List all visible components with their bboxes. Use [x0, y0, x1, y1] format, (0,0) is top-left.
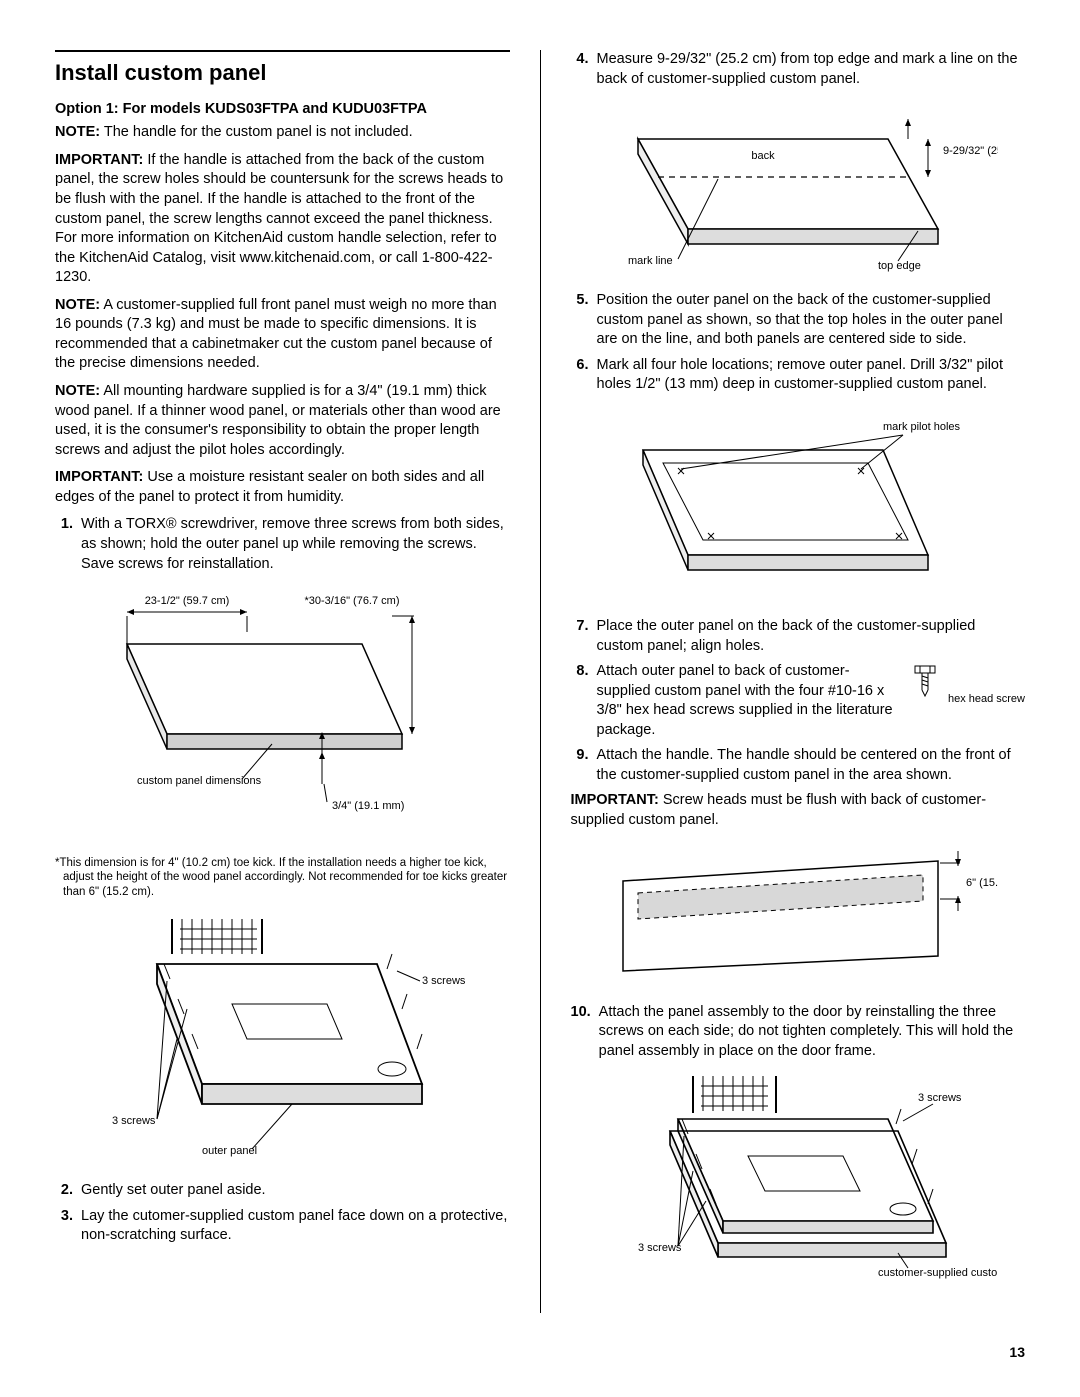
note-3: NOTE: All mounting hardware supplied is … — [55, 382, 510, 460]
svg-text:3 screws: 3 screws — [112, 1115, 156, 1127]
svg-text:mark line: mark line — [628, 255, 673, 267]
svg-text:mark pilot holes: mark pilot holes — [883, 421, 961, 433]
figure-outer-panel-screws: 3 screws 3 screws outer panel — [55, 909, 510, 1169]
important-1: IMPORTANT: If the handle is attached fro… — [55, 151, 510, 288]
figure-panel-dimensions: 23-1/2" (59.7 cm) *30-3/16" (76.7 cm) cu… — [55, 584, 510, 844]
step-2-text: Gently set outer panel aside. — [81, 1181, 510, 1201]
step-3-text: Lay the cutomer-supplied custom panel fa… — [81, 1207, 510, 1246]
note-2: NOTE: A customer-supplied full front pan… — [55, 296, 510, 374]
svg-text:custom panel dimensions: custom panel dimensions — [137, 775, 262, 787]
steps-right: 4.Measure 9-29/32" (25.2 cm) from top ed… — [571, 50, 1026, 89]
step-10-text: Attach the panel assembly to the door by… — [599, 1003, 1025, 1062]
svg-text:9-29/32" (25.2 cm): 9-29/32" (25.2 cm) — [943, 145, 998, 157]
step-6-text: Mark all four hole locations; remove out… — [597, 356, 1026, 395]
step-7-text: Place the outer panel on the back of the… — [597, 617, 1026, 656]
figure-pilot-holes: mark pilot holes — [571, 405, 1026, 605]
step-8-text: Attach outer panel to back of customer-s… — [597, 662, 895, 740]
steps-left-continued: 2.Gently set outer panel aside. 3.Lay th… — [55, 1181, 510, 1246]
svg-text:outer panel: outer panel — [202, 1145, 257, 1157]
svg-text:6" (15.2 cm): 6" (15.2 cm) — [966, 877, 998, 889]
svg-text:*30-3/16" (76.7 cm): *30-3/16" (76.7 cm) — [305, 595, 400, 607]
step-5-text: Position the outer panel on the back of … — [597, 291, 1026, 350]
svg-text:23-1/2" (59.7 cm): 23-1/2" (59.7 cm) — [145, 595, 230, 607]
svg-text:3 screws: 3 screws — [918, 1092, 962, 1104]
svg-text:3 screws: 3 screws — [638, 1242, 682, 1254]
figure-mark-line: 9-29/32" (25.2 cm) back mark line top ed… — [571, 99, 1026, 279]
option-heading: Option 1: For models KUDS03FTPA and KUDU… — [55, 100, 510, 120]
step-4-text: Measure 9-29/32" (25.2 cm) from top edge… — [597, 50, 1026, 89]
page-number: 13 — [55, 1343, 1025, 1362]
figure-handle-area: 6" (15.2 cm) — [571, 841, 1026, 991]
svg-text:top edge: top edge — [878, 260, 921, 272]
left-column: Install custom panel Option 1: For model… — [55, 50, 510, 1313]
step-1-text: With a TORX® screwdriver, remove three s… — [81, 515, 510, 574]
step-9-text: Attach the handle. The handle should be … — [597, 746, 1026, 785]
svg-text:3/4" (19.1 mm): 3/4" (19.1 mm) — [332, 800, 404, 812]
important-2: IMPORTANT: Use a moisture resistant seal… — [55, 468, 510, 507]
steps-left: 1.With a TORX® screwdriver, remove three… — [55, 515, 510, 574]
right-column: 4.Measure 9-29/32" (25.2 cm) from top ed… — [571, 50, 1026, 1313]
footnote: *This dimension is for 4" (10.2 cm) toe … — [55, 856, 510, 899]
important-3: IMPORTANT: Screw heads must be flush wit… — [571, 791, 1026, 830]
svg-text:back: back — [751, 150, 775, 162]
column-divider — [540, 50, 541, 1313]
section-title: Install custom panel — [55, 50, 510, 88]
figure-reinstall-screws: <籃polygon/> 3 screws 3 screws cu — [571, 1071, 1026, 1301]
note-1: NOTE: The handle for the custom panel is… — [55, 123, 510, 143]
hex-screw-icon: hex head screw — [905, 662, 1025, 705]
svg-text:customer-supplied custom panel: customer-supplied custom panel — [878, 1267, 998, 1279]
svg-text:3 screws: 3 screws — [422, 975, 466, 987]
